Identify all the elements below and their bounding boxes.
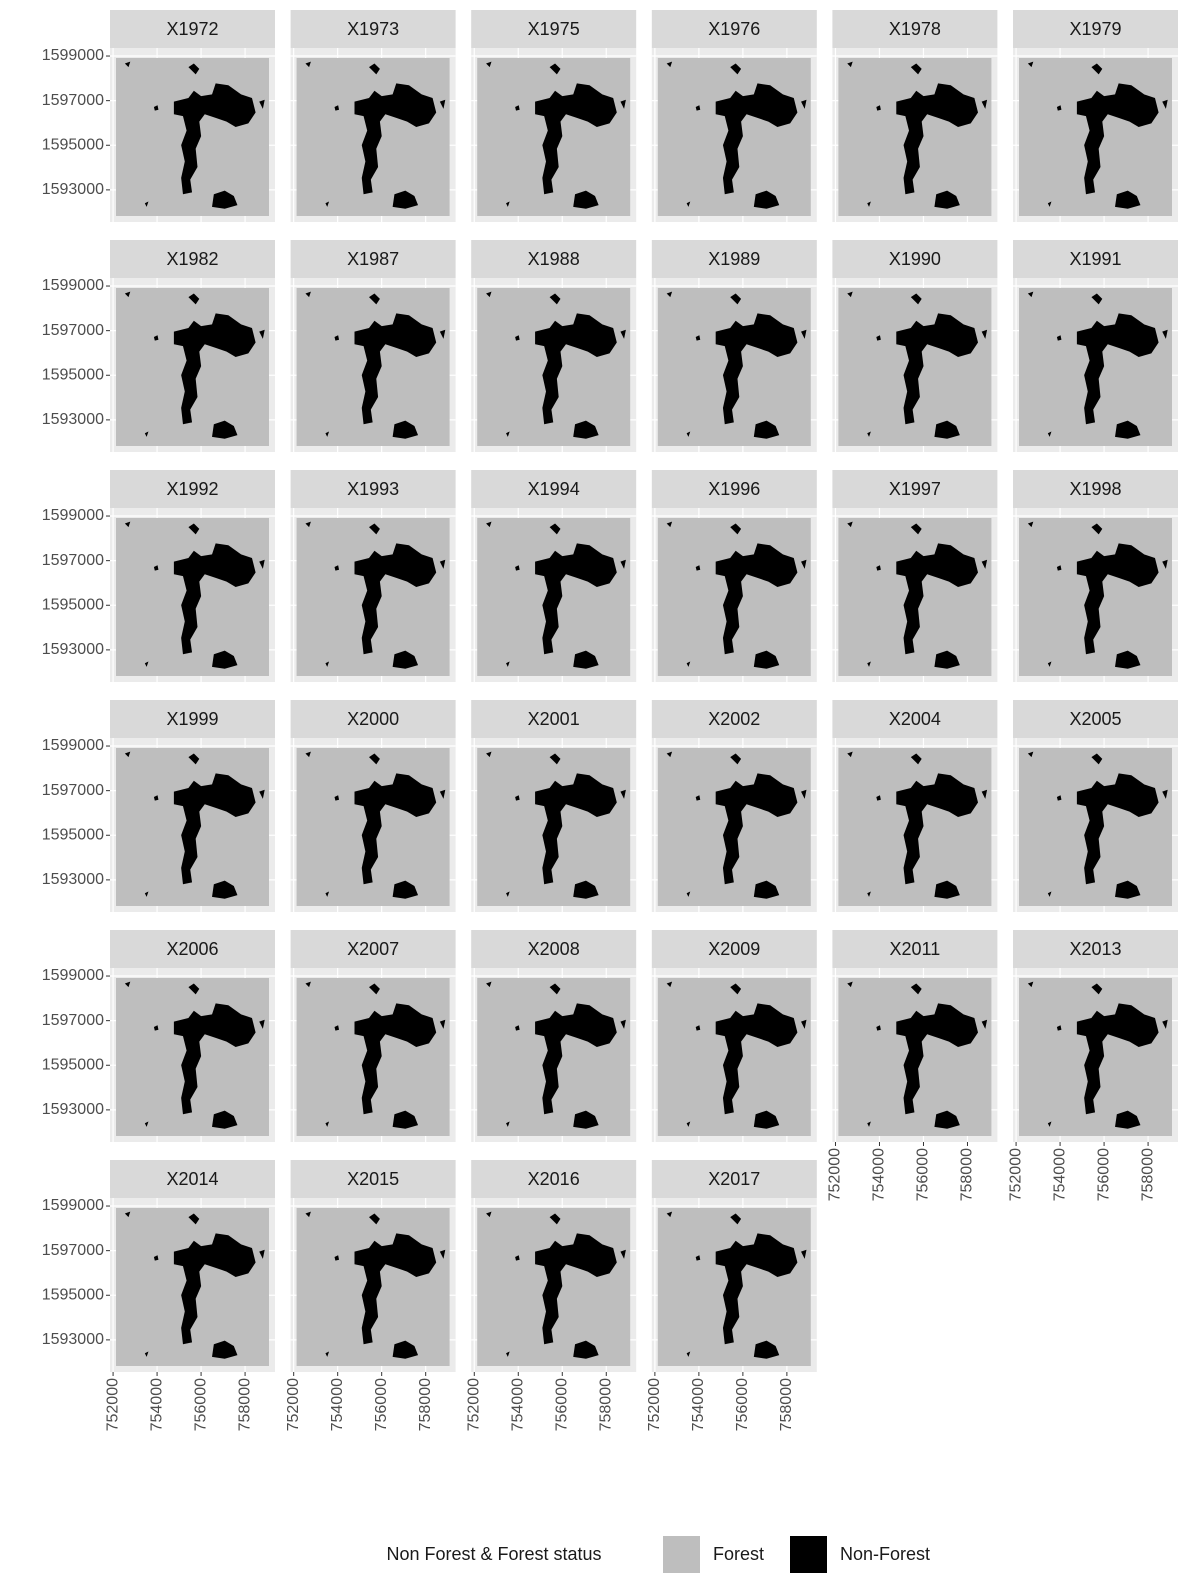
y-tick-label: 1595000 (42, 366, 104, 383)
x-tick-label: 752000 (827, 1148, 844, 1201)
y-tick-label: 1597000 (42, 1242, 104, 1259)
x-tick-label: 754000 (329, 1378, 346, 1431)
strip-label: X1979 (1069, 19, 1121, 39)
strip-label: X1997 (889, 479, 941, 499)
y-tick-label: 1593000 (42, 181, 104, 198)
strip-label: X2000 (347, 709, 399, 729)
strip-label: X2002 (708, 709, 760, 729)
x-tick-label: 754000 (148, 1378, 165, 1431)
strip-label: X1993 (347, 479, 399, 499)
y-tick-label: 1599000 (42, 507, 104, 524)
y-tick-label: 1599000 (42, 277, 104, 294)
y-tick-label: 1593000 (42, 871, 104, 888)
x-tick-label: 756000 (192, 1378, 209, 1431)
strip-label: X2017 (708, 1169, 760, 1189)
y-tick-label: 1595000 (42, 826, 104, 843)
x-tick-label: 758000 (778, 1378, 795, 1431)
strip-label: X1978 (889, 19, 941, 39)
strip-label: X2013 (1069, 939, 1121, 959)
y-tick-label: 1595000 (42, 1056, 104, 1073)
x-tick-label: 758000 (959, 1148, 976, 1201)
strip-label: X2009 (708, 939, 760, 959)
x-tick-label: 758000 (236, 1378, 253, 1431)
legend-title: Non Forest & Forest status (386, 1544, 601, 1564)
strip-label: X2014 (166, 1169, 218, 1189)
strip-label: X1999 (166, 709, 218, 729)
x-tick-label: 754000 (509, 1378, 526, 1431)
x-tick-label: 756000 (373, 1378, 390, 1431)
x-tick-label: 756000 (915, 1148, 932, 1201)
strip-label: X1990 (889, 249, 941, 269)
strip-label: X2005 (1069, 709, 1121, 729)
y-tick-label: 1593000 (42, 641, 104, 658)
x-tick-label: 754000 (871, 1148, 888, 1201)
x-tick-label: 754000 (690, 1378, 707, 1431)
x-tick-label: 756000 (1095, 1148, 1112, 1201)
y-tick-label: 1597000 (42, 1012, 104, 1029)
y-tick-label: 1595000 (42, 596, 104, 613)
strip-label: X1972 (166, 19, 218, 39)
legend-label: Non-Forest (840, 1544, 930, 1564)
x-tick-label: 752000 (465, 1378, 482, 1431)
x-tick-label: 756000 (553, 1378, 570, 1431)
strip-label: X1989 (708, 249, 760, 269)
legend-label: Forest (713, 1544, 764, 1564)
strip-label: X1996 (708, 479, 760, 499)
legend-key (790, 1536, 827, 1573)
strip-label: X1987 (347, 249, 399, 269)
strip-label: X2001 (528, 709, 580, 729)
y-tick-label: 1597000 (42, 782, 104, 799)
x-tick-label: 752000 (1007, 1148, 1024, 1201)
chart: Non Forest & Forest status X1972 1593000 1… (0, 0, 1193, 1589)
strip-label: X1982 (166, 249, 218, 269)
y-tick-label: 1597000 (42, 552, 104, 569)
y-tick-label: 1599000 (42, 47, 104, 64)
strip-label: X1998 (1069, 479, 1121, 499)
y-tick-label: 1595000 (42, 1286, 104, 1303)
x-tick-label: 756000 (734, 1378, 751, 1431)
strip-label: X2015 (347, 1169, 399, 1189)
y-tick-label: 1593000 (42, 411, 104, 428)
strip-label: X2008 (528, 939, 580, 959)
y-tick-label: 1593000 (42, 1331, 104, 1348)
strip-label: X2011 (890, 939, 941, 959)
strip-label: X2007 (347, 939, 399, 959)
y-tick-label: 1593000 (42, 1101, 104, 1118)
strip-label: X1992 (166, 479, 218, 499)
y-tick-label: 1599000 (42, 1197, 104, 1214)
strip-label: X1973 (347, 19, 399, 39)
x-tick-label: 754000 (1051, 1148, 1068, 1201)
strip-label: X1994 (528, 479, 580, 499)
y-tick-label: 1595000 (42, 136, 104, 153)
strip-label: X1988 (528, 249, 580, 269)
x-tick-label: 752000 (646, 1378, 663, 1431)
strip-label: X2004 (889, 709, 941, 729)
strip-label: X1976 (708, 19, 760, 39)
strip-label: X2006 (166, 939, 218, 959)
y-tick-label: 1599000 (42, 737, 104, 754)
x-tick-label: 752000 (285, 1378, 302, 1431)
y-tick-label: 1599000 (42, 967, 104, 984)
x-tick-label: 758000 (1139, 1148, 1156, 1201)
x-tick-label: 752000 (104, 1378, 121, 1431)
strip-label: X1991 (1069, 249, 1121, 269)
x-tick-label: 758000 (597, 1378, 614, 1431)
legend-key (663, 1536, 700, 1573)
strip-label: X1975 (528, 19, 580, 39)
strip-label: X2016 (528, 1169, 580, 1189)
y-tick-label: 1597000 (42, 322, 104, 339)
y-tick-label: 1597000 (42, 92, 104, 109)
x-tick-label: 758000 (417, 1378, 434, 1431)
